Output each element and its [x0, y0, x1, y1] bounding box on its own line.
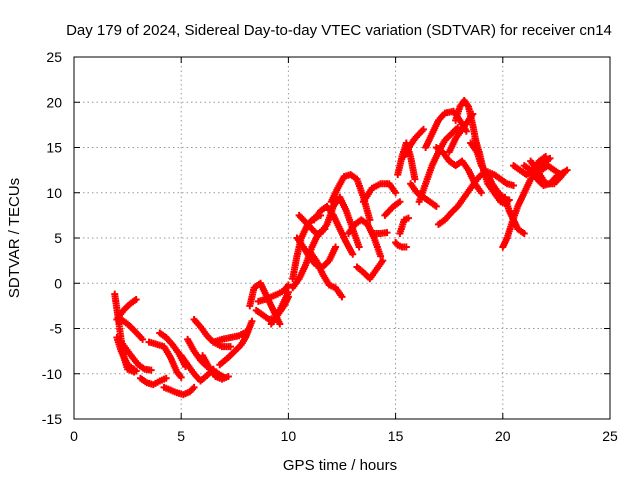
data-point: [520, 229, 528, 237]
data-point: [396, 198, 404, 206]
data-point: [419, 125, 427, 133]
data-points: [111, 96, 571, 399]
x-tick-label: 20: [495, 428, 511, 444]
data-point: [284, 293, 292, 301]
y-tick-label: 15: [46, 140, 62, 156]
grid: [74, 57, 610, 419]
data-point: [147, 366, 155, 374]
data-point: [276, 320, 284, 328]
data-point: [366, 216, 374, 224]
y-axis-label: SDTVAR / TECUs: [6, 178, 23, 298]
y-tick-label: 0: [54, 275, 62, 291]
y-tick-label: 25: [46, 49, 62, 65]
data-point: [546, 154, 554, 162]
data-point: [379, 257, 387, 265]
x-tick-label: 15: [388, 428, 404, 444]
x-axis-label: GPS time / hours: [283, 457, 397, 474]
axis-ticks: [73, 56, 611, 420]
x-tick-label: 25: [602, 428, 618, 444]
data-point: [332, 243, 340, 251]
y-tick-label: -15: [42, 411, 62, 427]
data-point: [432, 202, 440, 210]
data-point: [510, 182, 518, 190]
y-tick-label: 5: [54, 230, 62, 246]
data-point: [477, 189, 485, 197]
data-point: [248, 317, 256, 325]
data-point: [227, 343, 235, 351]
data-point: [177, 373, 185, 381]
data-point: [402, 243, 410, 251]
y-tick-label: 20: [46, 94, 62, 110]
data-point: [392, 189, 400, 197]
data-point: [224, 372, 232, 380]
data-point: [355, 243, 363, 251]
data-point: [404, 214, 412, 222]
data-point: [559, 171, 567, 179]
data-point: [132, 296, 140, 304]
y-tick-label: 10: [46, 185, 62, 201]
y-tick-label: -10: [42, 366, 62, 382]
x-tick-label: 5: [177, 428, 185, 444]
x-tick-label: 0: [70, 428, 78, 444]
y-tick-labels: -15 -10 -5 0 5 10 15 20 25: [42, 49, 62, 427]
data-point: [563, 166, 571, 174]
data-point: [338, 293, 346, 301]
x-tick-label: 10: [281, 428, 297, 444]
data-point: [190, 383, 198, 391]
data-point: [377, 252, 385, 260]
data-point: [349, 250, 357, 258]
data-point: [242, 328, 250, 336]
data-point: [542, 153, 550, 161]
data-point: [383, 229, 391, 237]
data-point: [312, 229, 320, 237]
x-tick-labels: 0 5 10 15 20 25: [70, 428, 618, 444]
data-point: [132, 367, 140, 375]
data-point: [139, 335, 147, 343]
chart-title: Day 179 of 2024, Sidereal Day-to-day VTE…: [66, 22, 612, 39]
data-point: [162, 374, 170, 382]
data-point: [411, 175, 419, 183]
y-tick-label: -5: [50, 321, 63, 337]
